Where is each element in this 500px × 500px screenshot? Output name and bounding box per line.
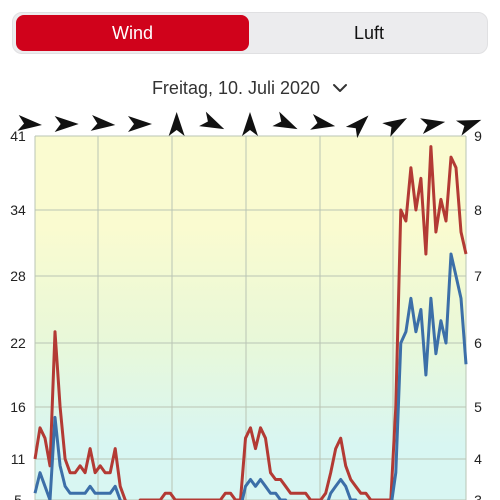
y-right-tick-label: 9	[474, 128, 482, 144]
chart-series	[33, 145, 468, 500]
wind-arrow-icon	[90, 114, 116, 131]
wind-direction-arrows	[17, 111, 482, 139]
y-left-tick-label: 16	[10, 399, 26, 415]
wind-arrow-icon	[17, 114, 42, 131]
gust-series-line	[33, 145, 468, 500]
y-left-tick-label: 22	[10, 335, 26, 351]
wind-arrow-icon	[272, 111, 298, 130]
wind-arrow-icon	[345, 115, 369, 139]
wind-series-line	[33, 252, 468, 500]
y-right-tick-label: 8	[474, 202, 482, 218]
tab-luft[interactable]: Luft	[353, 22, 385, 43]
y-left-tick-label: 5	[14, 492, 22, 500]
y-axis-right: 9 8 7 6 5 4 3	[474, 128, 482, 500]
y-left-tick-label: 34	[10, 202, 26, 218]
wind-luft-segmented-control: Wind Luft	[12, 12, 488, 54]
tab-wind[interactable]: Wind	[16, 15, 249, 51]
wind-arrow-icon	[168, 112, 185, 136]
y-left-tick-label: 41	[10, 128, 26, 144]
date-selector[interactable]: Freitag, 10. Juli 2020	[0, 74, 500, 102]
date-label: Freitag, 10. Juli 2020	[151, 77, 321, 98]
y-right-tick-label: 6	[474, 335, 482, 351]
y-left-tick-label: 28	[10, 268, 26, 284]
y-right-tick-label: 5	[474, 399, 482, 415]
wind-arrow-icon	[54, 116, 79, 132]
wind-arrow-icon	[420, 118, 446, 134]
y-left-tick-label: 11	[11, 451, 26, 467]
wind-chart: 41 34 28 22 16 11 5 9 8 7 6 5 4 3	[10, 111, 482, 500]
wind-arrow-icon	[242, 112, 258, 136]
wind-arrow-icon	[455, 119, 482, 136]
chart-background	[35, 136, 466, 500]
y-right-tick-label: 7	[474, 268, 482, 284]
wind-arrow-icon	[382, 118, 408, 137]
color-bands	[35, 136, 466, 500]
wind-arrow-icon	[310, 114, 336, 130]
y-axis-left: 41 34 28 22 16 11 5	[10, 128, 26, 500]
chevron-down-icon	[333, 84, 348, 92]
y-right-tick-label: 3	[474, 492, 482, 500]
y-right-tick-label: 4	[474, 451, 482, 467]
wind-arrow-icon	[199, 111, 225, 130]
wind-arrow-icon	[128, 116, 152, 132]
